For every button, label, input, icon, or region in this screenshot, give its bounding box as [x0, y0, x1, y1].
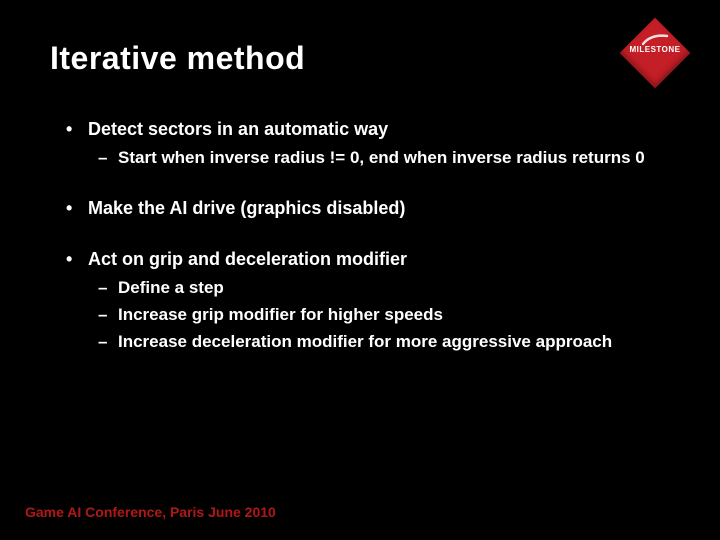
bullet-list: Detect sectors in an automatic way Start…	[60, 117, 670, 354]
sub-item: Increase deceleration modifier for more …	[88, 331, 670, 354]
logo-swoosh-icon	[641, 32, 669, 46]
bullet-text: Make the AI drive (graphics disabled)	[88, 198, 405, 218]
logo-text: MILESTONE	[620, 45, 690, 54]
sub-list: Define a step Increase grip modifier for…	[88, 277, 670, 354]
bullet-text: Act on grip and deceleration modifier	[88, 249, 407, 269]
slide-footer: Game AI Conference, Paris June 2010	[25, 504, 276, 520]
sub-item: Increase grip modifier for higher speeds	[88, 304, 670, 327]
slide-content: Detect sectors in an automatic way Start…	[50, 117, 670, 354]
bullet-item: Act on grip and deceleration modifier De…	[60, 247, 670, 354]
sub-item: Start when inverse radius != 0, end when…	[88, 147, 670, 170]
bullet-item: Detect sectors in an automatic way Start…	[60, 117, 670, 170]
bullet-item: Make the AI drive (graphics disabled)	[60, 196, 670, 220]
sub-list: Start when inverse radius != 0, end when…	[88, 147, 670, 170]
bullet-text: Detect sectors in an automatic way	[88, 119, 388, 139]
slide: MILESTONE Iterative method Detect sector…	[0, 0, 720, 540]
sub-item: Define a step	[88, 277, 670, 300]
slide-title: Iterative method	[50, 40, 670, 77]
milestone-logo: MILESTONE	[620, 18, 690, 88]
